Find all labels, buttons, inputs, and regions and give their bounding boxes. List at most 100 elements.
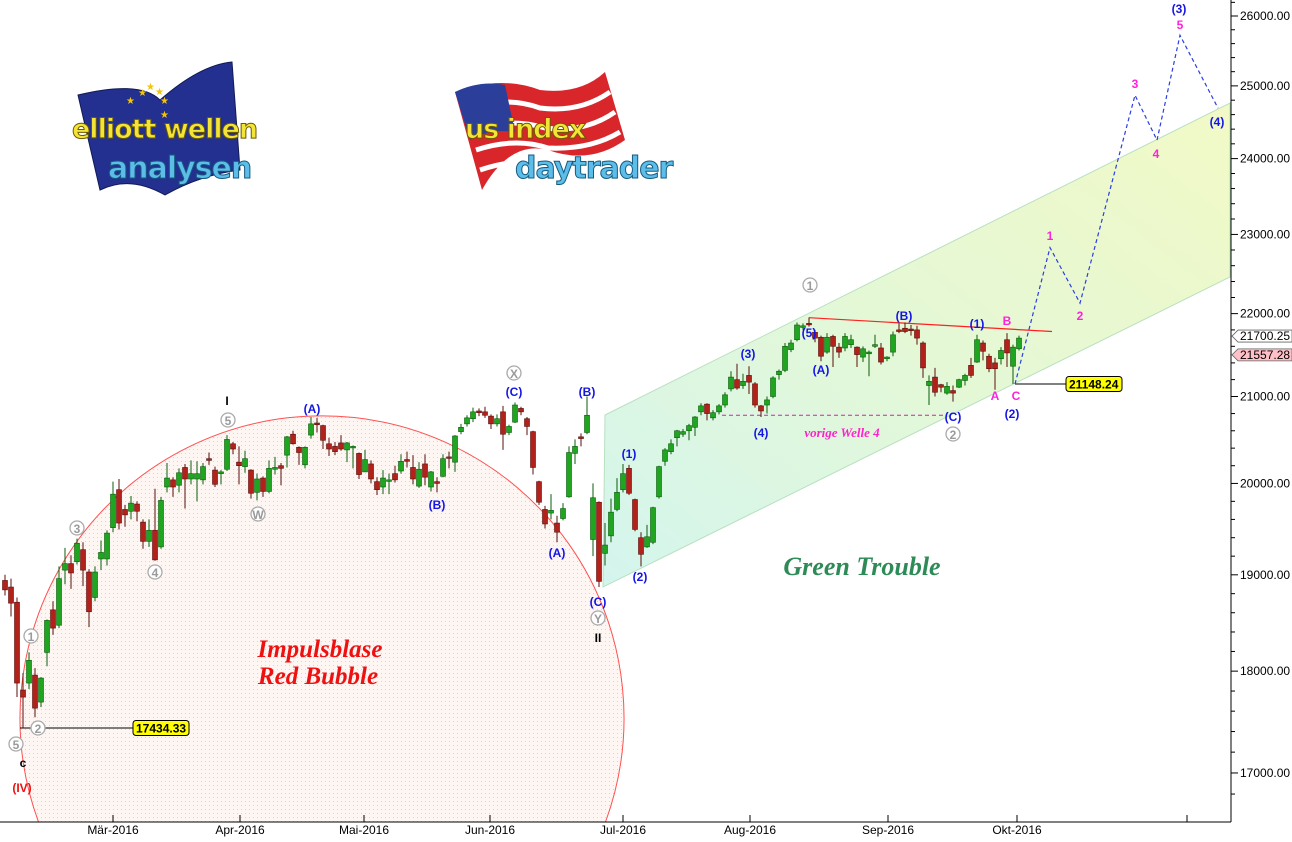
candle-up bbox=[926, 375, 932, 406]
wave-label-blue: (C) bbox=[590, 595, 607, 609]
wave-label-blue: (C) bbox=[506, 385, 523, 399]
wave-label-black: c bbox=[20, 756, 27, 770]
candle-down bbox=[86, 569, 92, 628]
candle-down bbox=[632, 498, 638, 532]
candle-up bbox=[194, 461, 200, 502]
candle-down bbox=[356, 452, 362, 479]
wave-label-text: 1 bbox=[28, 630, 35, 644]
wave-label-circle: W bbox=[250, 506, 266, 522]
candle-down bbox=[596, 501, 602, 588]
wave-label-text: 2 bbox=[1077, 309, 1084, 323]
candle-down bbox=[806, 317, 812, 327]
candle-body bbox=[434, 481, 440, 484]
candle-body bbox=[314, 422, 320, 426]
y-tick-label: 22000.00 bbox=[1240, 307, 1290, 321]
candle-body bbox=[74, 542, 80, 563]
candle-up bbox=[128, 495, 134, 520]
candle-up bbox=[794, 322, 800, 342]
wave-circle-icon bbox=[147, 564, 163, 580]
candle-body bbox=[386, 479, 392, 482]
candle-down bbox=[752, 382, 758, 408]
candle-body bbox=[200, 466, 206, 481]
wave-label-text: (4) bbox=[754, 426, 769, 440]
candle-body bbox=[842, 336, 848, 349]
candle-body bbox=[80, 549, 86, 571]
y-tick-label: 23000.00 bbox=[1240, 227, 1290, 241]
candle-body bbox=[950, 390, 956, 394]
candle-body bbox=[290, 433, 296, 445]
candle-body bbox=[170, 479, 176, 488]
candle-body bbox=[92, 571, 98, 598]
wave-circle-icon bbox=[220, 412, 236, 428]
candle-body bbox=[404, 459, 410, 462]
candle-down bbox=[836, 343, 842, 358]
x-tick-label: Mai-2016 bbox=[339, 823, 389, 837]
wave-label-blue: (C) bbox=[945, 410, 962, 424]
wave-label-blue: (4) bbox=[754, 426, 769, 440]
candle-up bbox=[782, 343, 788, 373]
candle-body bbox=[176, 472, 182, 486]
candle-body bbox=[68, 563, 74, 574]
candle-down bbox=[476, 408, 482, 417]
candle-body bbox=[866, 351, 872, 355]
candle-down bbox=[524, 416, 530, 436]
wave-label-text: 3 bbox=[1132, 77, 1139, 91]
candle-body bbox=[788, 342, 794, 350]
price-marker-box: 17434.33 bbox=[132, 720, 190, 737]
candle-body bbox=[272, 467, 278, 470]
wave-label-red: (IV) bbox=[12, 781, 31, 795]
candle-up bbox=[710, 410, 716, 421]
candle-body bbox=[836, 346, 842, 353]
wave-label-magenta: 4 bbox=[1153, 147, 1160, 161]
wave-label-text: (3) bbox=[1172, 2, 1187, 16]
wave-label-blue: (2) bbox=[1005, 407, 1020, 421]
candle-down bbox=[152, 488, 158, 561]
red-bubble-circle bbox=[20, 415, 625, 822]
candle-down bbox=[248, 469, 254, 499]
candle-up bbox=[380, 470, 386, 495]
logo-left-line2: analysen bbox=[108, 151, 251, 186]
candle-up bbox=[344, 442, 350, 463]
candle-down bbox=[374, 477, 380, 496]
wave-circle-icon bbox=[802, 277, 818, 293]
candle-body bbox=[614, 492, 620, 510]
y-tick-label: 26000.00 bbox=[1240, 9, 1290, 23]
candle-body bbox=[338, 442, 344, 450]
candle-up bbox=[92, 566, 98, 602]
candle-body bbox=[164, 477, 170, 488]
candle-body bbox=[968, 365, 974, 376]
candle-down bbox=[278, 463, 284, 486]
candle-body bbox=[710, 412, 716, 419]
candle-body bbox=[44, 620, 50, 653]
bubble-title-line2: Red Bubble bbox=[257, 663, 378, 690]
current-price-tag: 21557.28 bbox=[1231, 348, 1292, 362]
candle-body bbox=[350, 446, 356, 449]
wave-label-blue: (5) bbox=[802, 326, 817, 340]
candle-down bbox=[182, 463, 188, 509]
candle-body bbox=[188, 473, 194, 480]
candle-down bbox=[530, 430, 536, 475]
candle-body bbox=[938, 384, 944, 388]
candle-body bbox=[686, 425, 692, 432]
candle-up bbox=[146, 519, 152, 547]
candle-down bbox=[230, 442, 236, 455]
candle-body bbox=[158, 500, 164, 548]
wave-label-text: W bbox=[252, 508, 264, 522]
wave-label-circle: 5 bbox=[220, 412, 236, 428]
candle-up bbox=[788, 339, 794, 353]
wave-label-text: (3) bbox=[741, 347, 756, 361]
candle-body bbox=[398, 460, 404, 472]
candle-down bbox=[314, 417, 320, 433]
wave-label-text: A bbox=[991, 389, 1000, 403]
candle-body bbox=[794, 324, 800, 341]
candle-up bbox=[74, 538, 80, 565]
candle-down bbox=[920, 341, 926, 378]
candle-body bbox=[230, 443, 236, 450]
candle-body bbox=[116, 489, 122, 524]
candle-body bbox=[218, 471, 224, 474]
candle-body bbox=[146, 530, 152, 542]
candle-body bbox=[356, 453, 362, 475]
candle-down bbox=[902, 322, 908, 334]
wave-label-text: (2) bbox=[633, 570, 648, 584]
candle-up bbox=[158, 496, 164, 549]
